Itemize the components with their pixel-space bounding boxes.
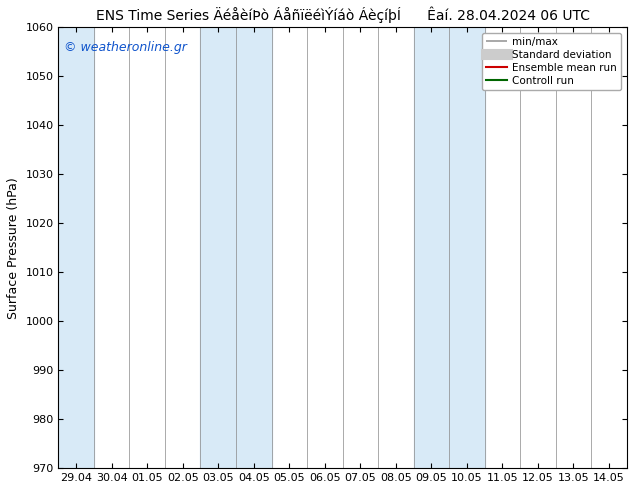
Title: ENS Time Series ÄéåèíÞò ÁåñïëéìÝíáò ÁèçíþÍ      Êaí. 28.04.2024 06 UTC: ENS Time Series ÄéåèíÞò ÁåñïëéìÝíáò Áèçí…: [96, 7, 590, 24]
Bar: [413, 27, 449, 468]
Bar: [200, 27, 236, 468]
Y-axis label: Surface Pressure (hPa): Surface Pressure (hPa): [7, 177, 20, 318]
Legend: min/max, Standard deviation, Ensemble mean run, Controll run: min/max, Standard deviation, Ensemble me…: [482, 33, 621, 90]
Bar: [58, 27, 94, 468]
Bar: [236, 27, 271, 468]
Bar: [449, 27, 484, 468]
Text: © weatheronline.gr: © weatheronline.gr: [64, 41, 187, 53]
